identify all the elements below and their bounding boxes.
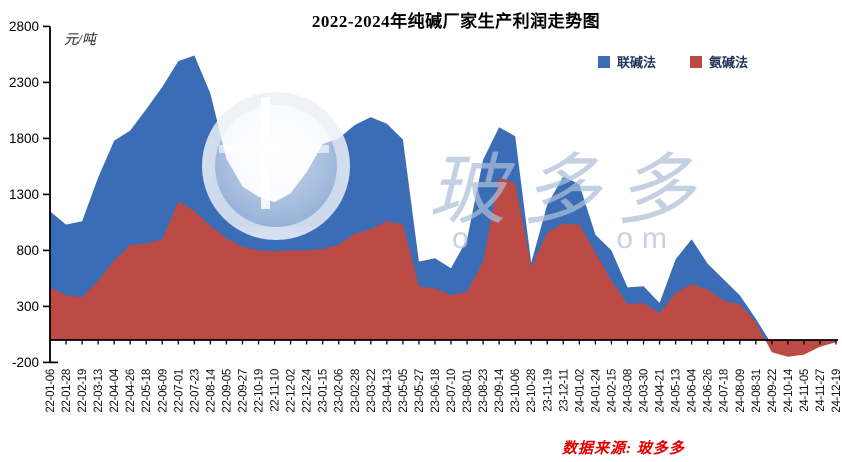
x-tick-label: 22-06-09 [157,369,169,413]
x-tick-label: 23-04-13 [382,369,394,413]
x-tick-label: 22-04-26 [125,369,137,413]
x-tick-label: 24-06-04 [687,368,699,413]
x-tick-label: 24-02-15 [606,369,618,413]
chart-title: 2022-2024年纯碱厂家生产利润走势图 [311,12,601,31]
y-tick-label: 800 [16,243,39,258]
x-tick-label: 24-09-22 [767,369,779,413]
x-tick-label: 22-01-06 [45,369,57,413]
y-tick-label: 1800 [9,131,39,146]
x-tick-label: 24-11-05 [799,369,811,412]
x-tick-label: 23-08-01 [462,369,474,413]
area-series-1 [50,177,836,357]
legend-label-anjianfa: 氨碱法 [709,55,749,70]
x-tick-label: 24-04-21 [655,369,667,413]
y-tick-label: 300 [16,299,39,314]
x-tick-label: 22-12-24 [302,368,314,413]
x-tick-label: 22-03-13 [93,369,105,413]
legend-item-anjianfa: 氨碱法 [690,52,748,71]
x-tick-label: 23-12-11 [558,369,570,412]
x-tick-label: 22-09-05 [221,369,233,413]
x-tick-label: 24-06-26 [703,369,715,413]
x-tick-label: 24-08-31 [751,369,763,413]
x-tick-label: 23-10-06 [510,369,522,413]
y-tick-label: -200 [12,355,39,370]
x-tick-label: 24-12-19 [831,369,842,413]
x-tick-label: 23-10-28 [526,369,538,413]
legend: 联碱法 氨碱法 [598,52,748,71]
x-tick-label: 22-07-01 [173,369,185,413]
x-tick-label: 24-10-14 [783,368,795,413]
x-tick-label: 22-10-19 [254,369,266,413]
x-tick-label: 23-11-19 [542,369,554,412]
legend-swatch-red-icon [690,55,703,68]
x-tick-label: 23-08-23 [478,369,490,413]
x-tick-label: 22-07-23 [189,369,201,413]
x-tick-label: 23-02-28 [350,369,362,413]
x-tick-label: 23-05-05 [398,369,410,413]
y-tick-label: 2800 [9,19,39,34]
legend-label-lianjianfa: 联碱法 [617,55,657,70]
legend-swatch-blue-icon [598,55,610,68]
x-tick-label: 22-04-04 [109,368,121,413]
x-tick-label: 24-11-27 [815,369,827,412]
x-tick-label: 23-09-14 [494,368,506,413]
x-tick-label: 23-02-06 [334,369,346,413]
x-tick-label: 23-03-22 [366,369,378,413]
y-tick-label: 1300 [9,187,39,202]
x-tick-label: 22-12-02 [286,369,298,413]
x-tick-label: 22-11-10 [270,369,282,412]
x-tick-label: 22-05-18 [141,369,153,413]
x-tick-label: 23-06-18 [430,369,442,413]
y-axis-unit-label: 元/吨 [64,33,96,48]
x-tick-label: 24-03-30 [639,369,651,413]
x-tick-label: 24-08-09 [735,369,747,413]
x-tick-label: 22-01-28 [61,369,73,413]
x-tick-label: 22-02-19 [77,369,89,413]
x-tick-label: 24-05-13 [671,369,683,413]
data-source-note: 数据来源: 玻多多 [562,441,685,457]
x-tick-label: 23-07-10 [446,369,458,413]
x-tick-label: 23-01-15 [318,369,330,413]
x-tick-label: 24-03-08 [622,369,634,413]
x-tick-label: 24-07-18 [719,369,731,413]
x-tick-label: 24-01-24 [590,368,602,413]
x-tick-label: 23-05-27 [414,369,426,413]
x-tick-label: 22-08-14 [205,368,217,413]
legend-item-lianjianfa: 联碱法 [598,52,656,71]
x-tick-label: 24-01-02 [574,369,586,413]
y-tick-label: 2300 [9,75,39,90]
x-tick-label: 22-09-27 [237,369,249,413]
